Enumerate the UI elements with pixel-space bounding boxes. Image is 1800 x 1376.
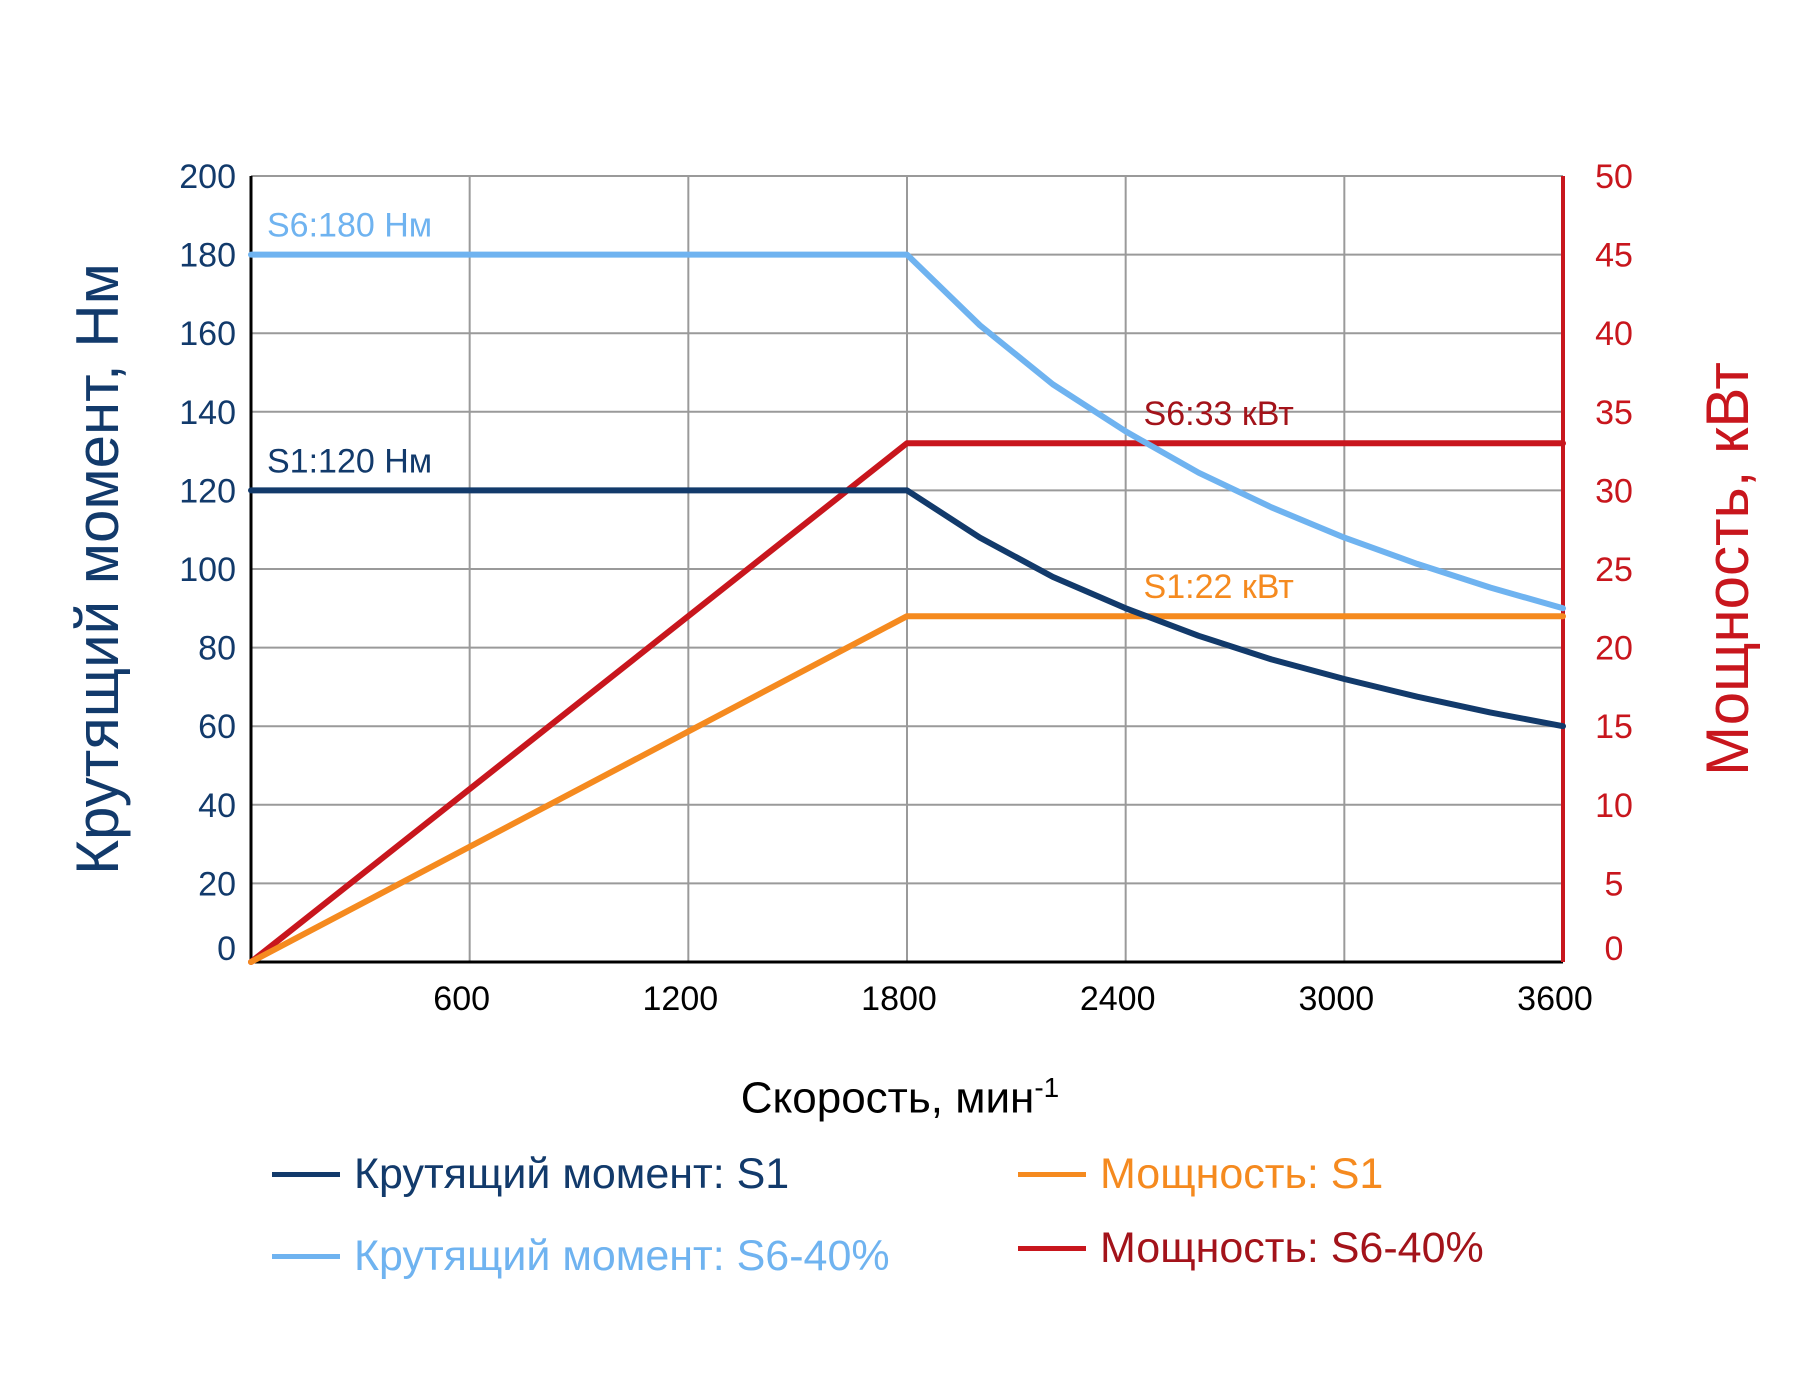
x-tick-label: 3000: [1299, 980, 1375, 1018]
annotation-label: S1:22 кВт: [1144, 568, 1294, 606]
annotation-label: S6:180 Нм: [267, 207, 432, 245]
y-tick-label-right: 45: [1595, 237, 1633, 275]
legend-label: Мощность: S6-40%: [1100, 1224, 1484, 1272]
legend-label: Крутящий момент: S1: [354, 1150, 790, 1198]
y-axis-title-left: Крутящий момент, Нм: [64, 263, 131, 875]
legend-item-torque-s1: Крутящий момент: S1: [272, 1150, 789, 1199]
y-tick-label-left: 20: [198, 865, 236, 903]
y-tick-label-left: 180: [179, 237, 236, 275]
y-tick-label-right: 15: [1595, 708, 1633, 746]
y-tick-label-right: 5: [1605, 865, 1624, 903]
legend-swatch: [1018, 1246, 1086, 1251]
x-tick-label: 1800: [861, 980, 937, 1018]
y-tick-label-right: 35: [1595, 394, 1633, 432]
y-tick-label-left: 140: [179, 394, 236, 432]
y-tick-label-left: 40: [198, 787, 236, 825]
series-line: [248, 613, 1566, 965]
y-tick-label-right: 0: [1605, 930, 1624, 968]
legend-swatch: [272, 1254, 340, 1259]
annotation-label: S6:33 кВт: [1144, 395, 1294, 433]
y-tick-label-left: 160: [179, 315, 236, 353]
x-axis-title-text: Скорость, мин: [740, 1073, 1035, 1123]
x-axis-title-superscript: -1: [1034, 1072, 1060, 1103]
legend-label: Мощность: S1: [1100, 1150, 1384, 1198]
series-line: [248, 440, 1566, 965]
series-line: [248, 251, 1566, 612]
y-tick-label-left: 120: [179, 472, 236, 510]
legend-swatch: [1018, 1172, 1086, 1177]
y-tick-label-right: 50: [1595, 158, 1633, 196]
annotation-label: S1:120 Нм: [267, 442, 432, 480]
y-tick-label-left: 200: [179, 158, 236, 196]
x-tick-label: 2400: [1080, 980, 1156, 1018]
series-line: [248, 487, 1566, 730]
y-tick-label-left: 0: [217, 930, 236, 968]
x-axis-title: Скорость, мин-1: [0, 1072, 1800, 1124]
y-tick-label-left: 80: [198, 630, 236, 668]
legend-swatch: [272, 1172, 340, 1177]
x-tick-label: 600: [433, 980, 490, 1018]
y-tick-label-left: 100: [179, 551, 236, 589]
y-tick-label-left: 60: [198, 708, 236, 746]
y-tick-label-right: 20: [1595, 630, 1633, 668]
y-tick-label-right: 25: [1595, 551, 1633, 589]
y-axis-title-right: Мощность, кВт: [1694, 362, 1761, 776]
y-tick-label-right: 30: [1595, 472, 1633, 510]
legend-item-power-s1: Мощность: S1: [1018, 1150, 1383, 1199]
x-tick-label: 3600: [1517, 980, 1593, 1018]
legend-item-torque-s6: Крутящий момент: S6-40%: [272, 1232, 890, 1281]
x-tick-label: 1200: [643, 980, 719, 1018]
legend-item-power-s6: Мощность: S6-40%: [1018, 1224, 1484, 1273]
y-tick-label-right: 10: [1595, 787, 1633, 825]
legend-label: Крутящий момент: S6-40%: [354, 1232, 890, 1280]
y-tick-label-right: 40: [1595, 315, 1633, 353]
